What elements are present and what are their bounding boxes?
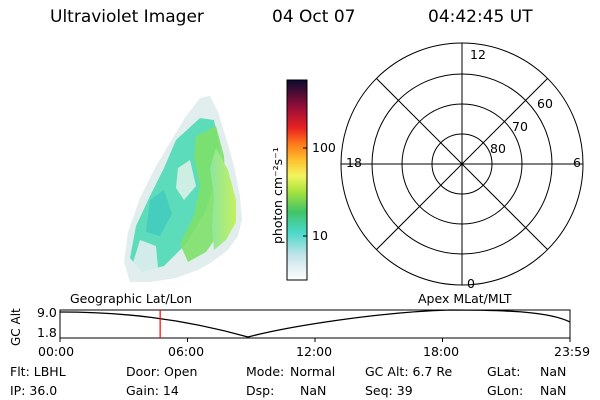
dsp-label: Dsp: [246, 383, 275, 398]
colorbar-gradient [286, 79, 308, 281]
timeline-tick-0000: 00:00 [38, 344, 75, 359]
seq-info: Seq: 39 [365, 383, 413, 398]
filter-info: Flt: LBHL [10, 364, 66, 379]
dsp-value: NaN [300, 383, 327, 398]
mode-label: Mode: [246, 364, 285, 379]
colorbar-tick-10: 10 [312, 228, 328, 243]
timeline-tick-0600: 06:00 [168, 344, 205, 359]
gain-info: Gain: 14 [126, 383, 179, 398]
timeline-tick-1800: 18:00 [423, 344, 460, 359]
timeline-left-title: Geographic Lat/Lon [70, 291, 192, 306]
timeline-right-title: Apex MLat/MLT [418, 291, 512, 306]
ip-info: IP: 36.0 [10, 383, 58, 398]
lat-label-60: 60 [537, 96, 553, 111]
timeline-y-max: 9.0 [37, 305, 57, 320]
glat-label: GLat: [487, 364, 521, 379]
glon-label: GLon: [487, 383, 524, 398]
glon-value: NaN [540, 383, 567, 398]
timeline-tick-2359: 23:59 [554, 344, 591, 359]
mlt-label-0: 0 [467, 276, 475, 291]
mlt-label-12: 12 [470, 47, 486, 62]
mlt-label-18: 18 [346, 155, 362, 170]
mode-value: Normal [290, 364, 336, 379]
time-label: 04:42:45 UT [428, 7, 533, 27]
timeline-tick-1200: 12:00 [296, 344, 333, 359]
door-info: Door: Open [126, 364, 198, 379]
gc-alt-info: GC Alt: 6.7 Re [365, 364, 453, 379]
date-label: 04 Oct 07 [272, 7, 356, 27]
colorbar-tick-100: 100 [312, 140, 336, 155]
glat-value: NaN [540, 364, 567, 379]
instrument-title: Ultraviolet Imager [50, 7, 204, 27]
lat-label-80: 80 [490, 141, 506, 156]
timeline-y-min: 1.8 [37, 325, 57, 340]
polar-diagonal-2 [376, 78, 548, 250]
altitude-curve [59, 309, 571, 338]
mlt-label-6: 6 [573, 155, 581, 170]
lat-label-70: 70 [512, 119, 528, 134]
